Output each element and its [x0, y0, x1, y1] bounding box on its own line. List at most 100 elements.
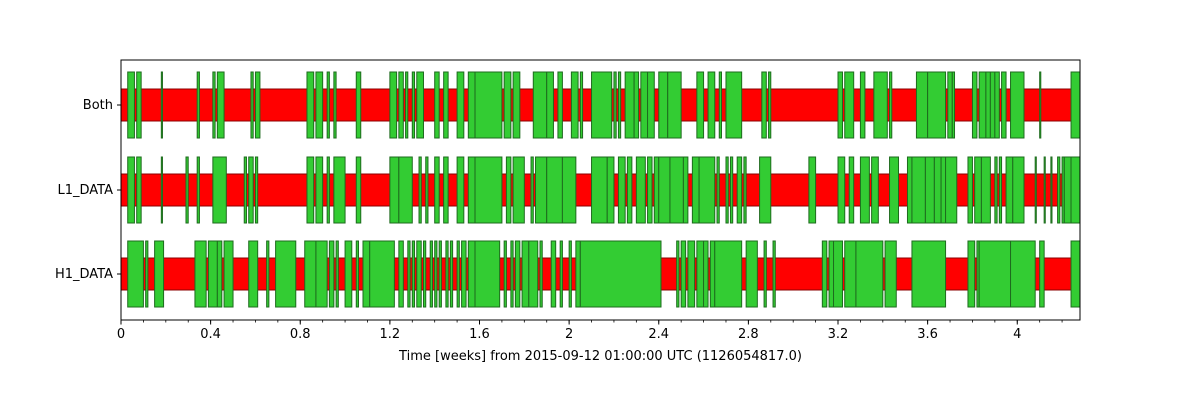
active-segment: [837, 156, 846, 224]
active-segment: [911, 240, 947, 308]
active-segment: [591, 71, 613, 139]
active-segment: [335, 240, 339, 308]
active-segment: [216, 240, 223, 308]
active-segment: [974, 156, 982, 224]
active-segment: [512, 156, 525, 224]
active-segment: [250, 71, 254, 139]
active-segment: [521, 240, 530, 308]
active-segment: [859, 156, 870, 224]
active-segment: [640, 71, 649, 139]
active-segment: [411, 240, 416, 308]
row-h1-data: [120, 240, 1081, 308]
active-segment: [1043, 156, 1046, 224]
active-segment: [248, 240, 259, 308]
active-segment: [1039, 71, 1042, 139]
active-segment: [306, 156, 315, 224]
active-segment: [557, 71, 563, 139]
active-segment: [418, 156, 422, 224]
active-segment: [745, 240, 758, 308]
active-segment: [1034, 156, 1037, 224]
active-segment: [653, 156, 660, 224]
active-segment: [546, 156, 563, 224]
active-segment: [658, 156, 671, 224]
active-segment: [212, 71, 216, 139]
active-segment: [362, 240, 371, 308]
active-segment: [389, 156, 400, 224]
active-segment: [624, 71, 635, 139]
active-segment: [691, 156, 700, 224]
active-segment: [994, 71, 1000, 139]
active-segment: [828, 240, 835, 308]
active-segment: [503, 71, 512, 139]
active-segment: [398, 71, 404, 139]
active-segment: [344, 240, 353, 308]
row-l1-data: [120, 156, 1081, 224]
active-segment: [304, 240, 317, 308]
active-segment: [606, 156, 615, 224]
active-segment: [422, 240, 427, 308]
active-segment: [687, 240, 696, 308]
active-segment: [768, 71, 772, 139]
active-segment: [915, 71, 929, 139]
active-segment: [994, 156, 998, 224]
active-segment: [709, 240, 716, 308]
active-segment: [844, 240, 857, 308]
active-segment: [185, 156, 189, 224]
active-segment: [971, 71, 978, 139]
active-segment: [127, 71, 135, 139]
axes-frame: [120, 59, 1081, 321]
active-segment: [743, 156, 747, 224]
active-segment: [306, 71, 315, 139]
active-segment: [696, 71, 705, 139]
active-segment: [411, 71, 416, 139]
active-segment: [698, 156, 716, 224]
active-segment: [989, 71, 996, 139]
active-segment: [579, 71, 584, 139]
active-segment: [761, 71, 767, 139]
row-both: [120, 71, 1081, 139]
active-segment: [223, 240, 234, 308]
active-segment: [945, 156, 958, 224]
active-segment: [967, 240, 976, 308]
x-tick-label: 3.2: [828, 327, 849, 342]
active-segment: [617, 156, 626, 224]
x-tick-label: 2: [565, 327, 573, 342]
active-segment: [467, 71, 476, 139]
row-labels: Both L1_DATA H1_DATA: [55, 98, 121, 282]
active-segment: [398, 240, 404, 308]
x-axis-ticks: 0 0.4 0.8 1.2 1.6 2 2.4 2.8 3.2 3.6 4: [117, 320, 1063, 342]
active-segment: [906, 156, 913, 224]
active-segment: [833, 240, 843, 308]
active-segment: [512, 71, 521, 139]
active-segment: [617, 71, 622, 139]
active-segment: [884, 240, 897, 308]
active-segment: [1001, 71, 1007, 139]
active-segment: [1050, 156, 1053, 224]
x-tick-label: 0: [117, 327, 125, 342]
active-segment: [503, 240, 507, 308]
active-segment: [707, 71, 716, 139]
active-segment: [474, 71, 503, 139]
active-segment: [980, 156, 991, 224]
active-segment: [434, 71, 440, 139]
active-segment: [1057, 156, 1061, 224]
active-segment: [326, 71, 330, 139]
active-segment: [216, 71, 225, 139]
active-segment: [1070, 71, 1081, 139]
active-segment: [1010, 240, 1036, 308]
active-segment: [326, 156, 330, 224]
active-segment: [1070, 156, 1081, 224]
active-segment: [633, 71, 640, 139]
active-segment: [160, 156, 163, 224]
active-segment: [528, 240, 539, 308]
active-segment: [947, 71, 953, 139]
active-segment: [425, 156, 429, 224]
active-segment: [561, 156, 577, 224]
active-segment: [680, 240, 687, 308]
active-segment: [889, 156, 900, 224]
active-segment: [927, 71, 947, 139]
active-segment: [461, 240, 467, 308]
active-segment: [716, 156, 720, 224]
active-segment: [613, 71, 617, 139]
active-segment: [729, 156, 734, 224]
